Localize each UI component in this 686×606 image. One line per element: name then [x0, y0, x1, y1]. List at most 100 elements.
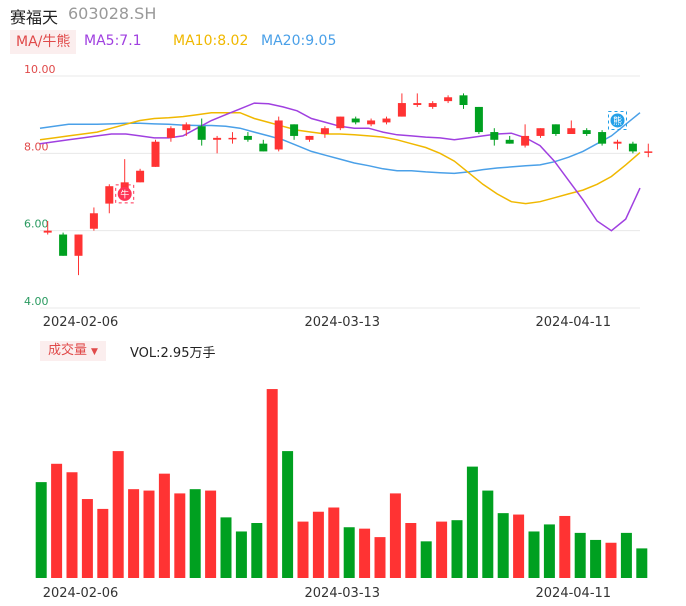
candle-body — [628, 143, 637, 152]
x-tick-label: 2024-04-11 — [536, 315, 612, 330]
candle-body — [444, 97, 453, 102]
ma20-line — [39, 112, 641, 175]
volume-bar — [605, 542, 617, 578]
candle-body — [536, 128, 545, 136]
y-tick-label: 6.00 — [24, 218, 49, 231]
volume-bar — [205, 490, 217, 578]
volume-bar — [51, 463, 63, 578]
candle-body — [120, 182, 129, 191]
caret-down-icon: ▼ — [91, 347, 98, 357]
stock-code: 603028.SH — [68, 4, 157, 23]
candle-body — [136, 170, 145, 183]
x-tick-label: 2024-02-06 — [43, 315, 119, 330]
volume-bar — [312, 511, 324, 578]
volume-bar — [81, 499, 93, 578]
candle-body — [397, 103, 406, 117]
candle-body — [320, 128, 329, 134]
candle-body — [582, 130, 591, 134]
volume-bar — [359, 528, 371, 578]
ma20-legend: MA20:9.05 — [261, 33, 337, 49]
volume-bar — [35, 482, 47, 578]
volume-readout: VOL:2.95万手 — [130, 346, 216, 361]
candle-body — [474, 106, 483, 133]
volume-bar — [220, 517, 232, 578]
volume-bar — [158, 473, 170, 578]
ma-selector[interactable]: MA/牛熊 — [10, 30, 77, 54]
volume-bar — [266, 389, 278, 578]
volume-bar — [328, 507, 340, 578]
volume-bar — [497, 513, 509, 578]
volume-bar — [543, 524, 555, 578]
candle-body — [151, 141, 160, 167]
volume-bar — [128, 489, 140, 578]
volume-bar — [620, 532, 632, 578]
candle-body — [274, 120, 283, 150]
volume-bar — [405, 523, 417, 578]
candle-body — [382, 118, 391, 123]
candle-body — [613, 141, 622, 144]
signal-marker — [117, 186, 132, 201]
x-tick-label: 2024-02-06 — [43, 586, 119, 601]
candle-body — [259, 143, 268, 152]
candle-body — [182, 124, 191, 131]
candle-body — [213, 137, 222, 140]
candle-body — [490, 132, 499, 140]
candle-body — [428, 103, 437, 107]
signal-marker-label: 牛 — [120, 188, 129, 200]
candle-body — [336, 116, 345, 129]
x-tick-label: 2024-03-13 — [305, 586, 381, 601]
candle-body — [290, 124, 299, 136]
candle-body — [243, 135, 252, 140]
candle-body — [598, 132, 607, 144]
volume-bar — [420, 541, 432, 578]
volume-bar — [374, 537, 386, 578]
candle-body — [197, 126, 206, 140]
volume-bar — [636, 548, 648, 578]
x-tick-label: 2024-04-11 — [536, 586, 612, 601]
ma10-line — [39, 111, 641, 205]
volume-label: 成交量 — [48, 343, 88, 358]
candle-body — [228, 137, 237, 140]
ma5-legend: MA5:7.1 — [84, 33, 142, 49]
candle-body — [305, 135, 314, 140]
y-tick-label: 10.00 — [24, 63, 56, 76]
volume-bar — [513, 514, 525, 578]
candle-body — [59, 234, 68, 256]
signal-marker — [610, 113, 625, 128]
stock-name: 赛福天 — [10, 8, 59, 27]
volume-bar — [343, 527, 355, 578]
volume-bar — [251, 523, 263, 578]
volume-indicator-selector[interactable]: 成交量 ▼ — [40, 341, 106, 361]
candle-body — [351, 118, 360, 123]
candle-body — [505, 139, 514, 144]
volume-bar — [528, 531, 540, 578]
candle-body — [521, 135, 530, 146]
volume-bar — [143, 490, 155, 578]
volume-bar — [112, 451, 124, 578]
candle-body — [551, 124, 560, 134]
volume-bar — [436, 521, 448, 578]
volume-bar — [389, 493, 401, 578]
signal-marker-frame — [115, 184, 135, 204]
candle-body — [367, 120, 376, 125]
volume-bar — [559, 515, 571, 578]
volume-bar — [282, 451, 294, 578]
volume-bar — [451, 520, 463, 578]
candle-body — [105, 186, 114, 204]
y-tick-label: 4.00 — [24, 295, 49, 308]
signal-marker-label: 熊 — [613, 115, 622, 127]
volume-bar — [66, 472, 78, 578]
volume-bar — [590, 539, 602, 578]
volume-bar — [482, 490, 494, 578]
candle-body — [166, 128, 175, 138]
candle-body — [459, 95, 468, 105]
volume-bar — [235, 531, 247, 578]
volume-bar — [97, 508, 109, 578]
candle-body — [567, 128, 576, 134]
volume-bar — [189, 489, 201, 578]
volume-bar — [174, 493, 186, 578]
ma10-legend: MA10:8.02 — [173, 33, 249, 49]
volume-bar — [466, 466, 478, 578]
candle-body — [644, 151, 653, 153]
candle-body — [43, 230, 52, 233]
